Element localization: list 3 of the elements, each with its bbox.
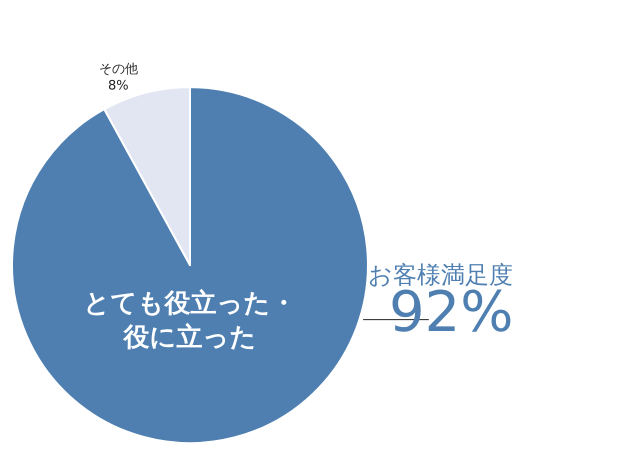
data-label: 8% [108,78,129,94]
slice-label: とても役立った・役に立った [83,288,296,353]
slice-label: その他 [98,62,138,77]
